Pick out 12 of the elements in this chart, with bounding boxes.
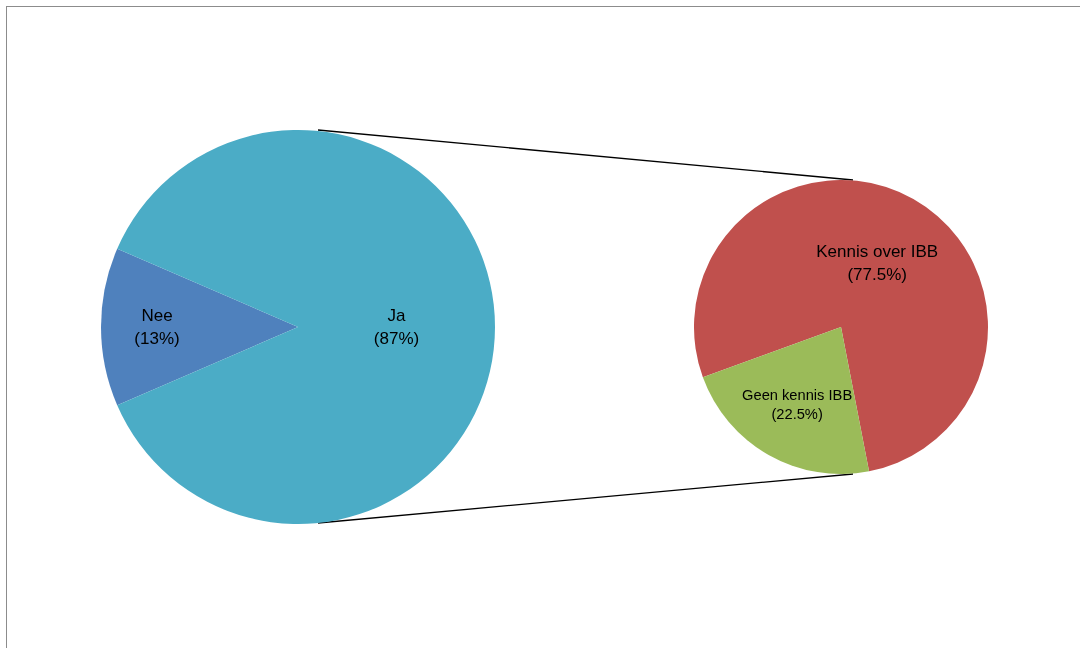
pie-slice bbox=[702, 327, 870, 474]
data-label: (77.5%) bbox=[847, 264, 907, 284]
pie-slice bbox=[101, 248, 298, 406]
data-label: (13%) bbox=[134, 328, 180, 348]
slice-label: Kennis over IBB bbox=[816, 242, 939, 262]
slice-label: Geen kennis IBB bbox=[742, 386, 853, 403]
data-label: (87%) bbox=[373, 328, 420, 348]
pie-slice bbox=[117, 130, 495, 524]
pie-slice bbox=[694, 180, 988, 472]
slice-label: Nee bbox=[141, 306, 173, 326]
slice-label: Ja bbox=[387, 306, 407, 326]
data-label: (22.5%) bbox=[771, 405, 823, 422]
